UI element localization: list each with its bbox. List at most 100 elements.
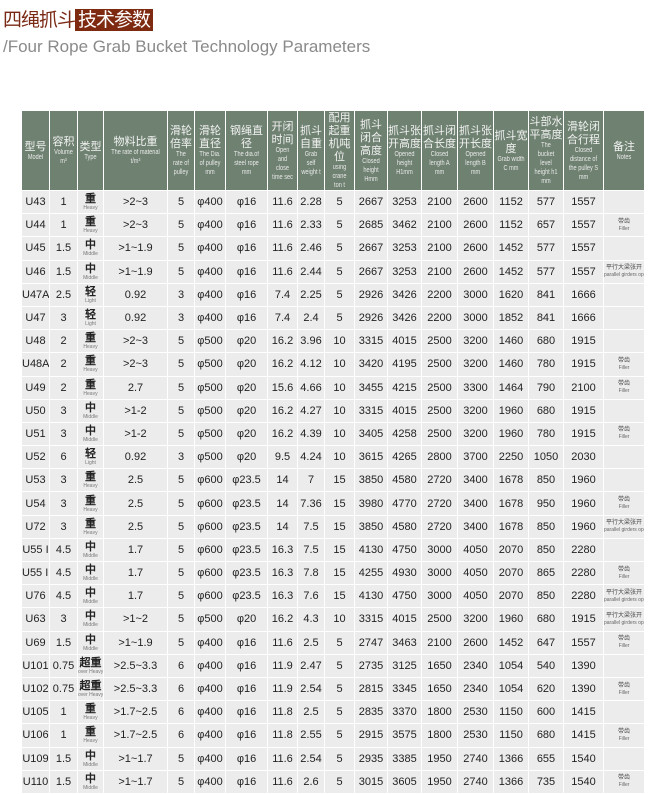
- column-header: 抓斗闭合高度 Closed height Hmm: [354, 110, 388, 191]
- cell-type: 重 Heavy: [77, 723, 104, 748]
- cell-c: 1152: [493, 213, 529, 238]
- cell-time: 11.6: [267, 213, 298, 238]
- cell-rope_dia: φ16: [225, 700, 268, 725]
- cell-pulley_rate: 5: [167, 421, 195, 447]
- type-en: Middle: [83, 599, 98, 606]
- cell-s: 1666: [563, 305, 604, 331]
- column-header: 抓斗张开高度 Opened height H1mm: [387, 110, 422, 191]
- note-en: Filler: [618, 689, 630, 696]
- cell-h1: 950: [528, 491, 564, 516]
- cell-volume: 1: [49, 189, 78, 215]
- cell-b: 3200: [457, 398, 494, 423]
- header-cn: 滑轮直径: [199, 124, 221, 150]
- cell-weight: 7.36: [297, 491, 325, 516]
- cell-h1: 655: [528, 746, 564, 771]
- cell-pulley_dia: φ400: [194, 213, 226, 238]
- cell-rate: >1~1.9: [103, 630, 168, 655]
- note-cn: 带齿: [617, 497, 630, 504]
- cell-s: 1960: [563, 491, 604, 516]
- cell-model: U110: [21, 769, 50, 794]
- cell-s: 1915: [563, 352, 604, 377]
- cell-b: 4050: [457, 537, 494, 563]
- note-cn: 平行大梁张开: [605, 612, 642, 619]
- cell-b: 2530: [457, 723, 494, 748]
- cell-b: 3700: [457, 445, 494, 470]
- column-header: 斗部水平高度 The bucket level height h1 mm: [528, 110, 564, 191]
- type-en: over Heavy: [78, 668, 104, 675]
- cell-pulley_dia: φ400: [194, 746, 226, 771]
- header-cn: 抓斗张开高度: [388, 124, 421, 150]
- cell-rope_dia: φ23.5: [225, 537, 268, 563]
- cell-a: 1650: [421, 653, 458, 678]
- cell-c: 2250: [493, 445, 529, 470]
- cell-s: 1915: [563, 329, 604, 354]
- cell-rope_dia: φ20: [225, 375, 268, 400]
- header-cn: 物料比重: [113, 135, 158, 148]
- cell-rate: >1~2: [103, 607, 168, 632]
- cell-s: 1915: [563, 607, 604, 632]
- cell-rate: 2.5: [103, 514, 168, 539]
- cell-weight: 4.24: [297, 445, 325, 470]
- parameters-table: 型号 Model 容积 Volume m³ 类型 Type 物料比重 The rate of …: [21, 110, 645, 794]
- cell-b: 3200: [457, 329, 494, 354]
- cell-rate: >1~1.7: [103, 746, 168, 771]
- cell-rope_dia: φ16: [225, 746, 268, 771]
- table-row: U51 3 中 Middle >1-2 5 φ500 φ20 16.2 4.39 10 3405 425…: [21, 421, 645, 447]
- note-en: Filler: [618, 388, 630, 395]
- cell-time: 11.8: [267, 700, 298, 725]
- table-row: U54 3 重 Heavy 2.5 5 φ600 φ23.5 14 7.36 15 3980 4770 2…: [21, 491, 645, 516]
- cell-weight: 2.28: [297, 189, 325, 215]
- cell-type: 轻 Light: [77, 445, 104, 470]
- cell-h: 3405: [354, 421, 388, 447]
- cell-note: 带齿 Filler: [603, 421, 645, 447]
- cell-h1: 780: [528, 352, 564, 377]
- cell-h1: 850: [528, 537, 564, 563]
- cell-pulley_rate: 3: [167, 305, 195, 331]
- cell-weight: 4.12: [297, 352, 325, 377]
- cell-b: 3400: [457, 514, 494, 539]
- note-cn: 平行大梁张开: [605, 589, 642, 596]
- cell-rate: >1.7~2.5: [103, 723, 168, 748]
- type-cn: 中: [85, 423, 96, 437]
- cell-h1: 3463: [387, 630, 422, 655]
- type-cn: 超重: [79, 679, 102, 693]
- cell-c: 1678: [493, 514, 529, 539]
- cell-volume: 2: [49, 352, 78, 377]
- note-en: parallel girders open: [604, 596, 644, 603]
- cell-pulley_dia: φ500: [194, 375, 226, 400]
- cell-pulley_dia: φ600: [194, 491, 226, 516]
- cell-h1: 850: [528, 584, 564, 609]
- title-highlight: 技术参数: [75, 9, 154, 31]
- cell-h1: 3462: [387, 213, 422, 238]
- header-en: The rate of material t/m³: [111, 149, 160, 165]
- cell-crane: 5: [324, 282, 355, 307]
- column-header: 容积 Volume m³: [49, 110, 78, 191]
- cell-note: [603, 305, 645, 331]
- cell-h1: 1050: [528, 445, 564, 470]
- header-en: Type: [84, 153, 97, 161]
- cell-h1: 865: [528, 560, 564, 586]
- cell-a: 2500: [421, 398, 458, 423]
- cell-h1: 4750: [387, 537, 422, 563]
- cell-h: 2685: [354, 213, 388, 238]
- column-header: 类型 Type: [77, 110, 104, 191]
- cell-crane: 5: [324, 236, 355, 261]
- table-row: U52 6 轻 Light 0.92 3 φ500 φ20 9.5 4.24 10 3615 4265 2…: [21, 445, 645, 470]
- column-header: 滑轮直径 The Dia. of pulley mm: [194, 110, 226, 191]
- cell-volume: 3: [49, 468, 78, 493]
- cell-s: 1960: [563, 514, 604, 539]
- cell-c: 1150: [493, 700, 529, 725]
- table-row: U102 0.75 超重 over Heavy >2.5~3.3 6 φ400 φ16 11.9…: [21, 676, 645, 702]
- cell-type: 中 Middle: [77, 537, 104, 563]
- note-cn: 带齿: [617, 566, 630, 573]
- cell-a: 2100: [421, 189, 458, 215]
- header-en: Notes: [616, 153, 632, 161]
- cell-h1: 680: [528, 607, 564, 632]
- type-cn: 中: [85, 539, 96, 553]
- cell-volume: 1: [49, 213, 78, 238]
- cell-pulley_dia: φ500: [194, 329, 226, 354]
- cell-crane: 10: [324, 445, 355, 470]
- header-cn: 开闭时间: [271, 119, 294, 146]
- table-row: U49 2 重 Heavy 2.7 5 φ500 φ20 15.6 4.66 10 3455 4215 2…: [21, 375, 645, 400]
